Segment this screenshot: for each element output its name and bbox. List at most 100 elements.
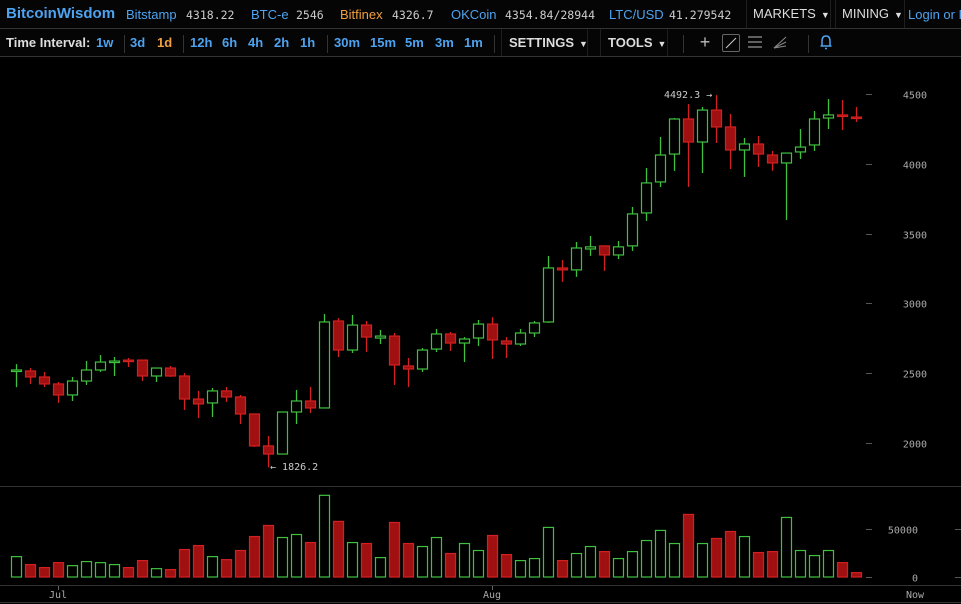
candle xyxy=(836,100,849,131)
interval-3d[interactable]: 3d xyxy=(130,35,146,50)
candle-body xyxy=(766,154,779,164)
candle xyxy=(626,206,639,251)
horizontal-lines-icon[interactable] xyxy=(746,33,764,51)
volume-bar xyxy=(360,542,373,578)
candle-body xyxy=(500,340,513,345)
volume-bar xyxy=(556,560,569,578)
candle xyxy=(528,320,541,338)
price-tick-label: 2500 xyxy=(903,370,927,381)
volume-bar xyxy=(94,562,107,578)
volume-bar xyxy=(570,552,583,578)
candle-body xyxy=(682,118,695,143)
market-ltcusd[interactable]: LTC/USD xyxy=(609,7,664,22)
candle-body xyxy=(752,143,765,155)
candle xyxy=(808,111,821,151)
candle xyxy=(290,389,303,425)
high-value: 4492.3 xyxy=(664,90,700,101)
settings-menu[interactable]: SETTINGS ▼ xyxy=(501,29,588,56)
bell-glyph xyxy=(820,35,832,50)
interval-15m[interactable]: 15m xyxy=(370,35,397,50)
candle-body xyxy=(570,247,583,271)
volume-bar xyxy=(794,549,807,578)
candle-body xyxy=(486,323,499,341)
volume-tick-label: 0 xyxy=(912,574,918,585)
candle-body xyxy=(444,333,457,344)
time-interval-label: Time Interval: xyxy=(6,35,91,50)
candle xyxy=(472,320,485,346)
candle-body xyxy=(24,370,37,378)
candle xyxy=(556,259,569,282)
interval-12h[interactable]: 12h xyxy=(190,35,213,50)
candle xyxy=(654,136,667,187)
volume-bar xyxy=(696,542,709,578)
market-okcoin[interactable]: OKCoin xyxy=(451,7,497,22)
market-bitfinex[interactable]: Bitfinex xyxy=(340,7,383,22)
interval-2h[interactable]: 2h xyxy=(274,35,290,50)
volume-bar xyxy=(66,565,79,578)
interval-1d[interactable]: 1d xyxy=(157,35,173,50)
interval-1m[interactable]: 1m xyxy=(464,35,483,50)
fan-tool-icon[interactable] xyxy=(771,33,789,51)
chevron-down-icon: ▼ xyxy=(820,10,830,20)
volume-bar xyxy=(318,494,331,578)
candle-body xyxy=(654,154,667,183)
candle-body xyxy=(430,333,443,350)
markets-menu[interactable]: MARKETS ▼ xyxy=(746,0,831,28)
interval-1h[interactable]: 1h xyxy=(300,35,316,50)
volume-bar xyxy=(766,550,779,578)
candle-body xyxy=(38,376,51,385)
market-bitstamp[interactable]: Bitstamp xyxy=(126,7,177,22)
interval-1w[interactable]: 1w xyxy=(96,35,114,50)
brand-logo[interactable]: BitcoinWisdom xyxy=(6,5,116,22)
candle-body xyxy=(612,246,625,256)
candle-body xyxy=(738,143,751,151)
crosshair-icon[interactable]: + xyxy=(699,32,711,52)
volume-bar xyxy=(640,539,653,578)
candle xyxy=(276,411,289,455)
login-link[interactable]: Login or R xyxy=(908,7,961,22)
volume-bar xyxy=(122,566,135,578)
candle-body xyxy=(402,365,415,370)
candle-body xyxy=(276,411,289,455)
price-tick-label: 4000 xyxy=(903,161,927,172)
candle-body xyxy=(668,118,681,155)
candle-body xyxy=(556,267,569,271)
candle xyxy=(696,106,709,174)
volume-bar xyxy=(584,545,597,578)
candle xyxy=(360,320,373,352)
line-tool-icon[interactable] xyxy=(722,34,740,52)
candle-body xyxy=(850,116,863,120)
volume-bar xyxy=(416,545,429,578)
candle xyxy=(710,95,723,143)
volume-bar xyxy=(248,535,261,578)
volume-bar xyxy=(304,541,317,578)
candle xyxy=(416,347,429,372)
high-annotation: 4492.3 → xyxy=(664,90,712,101)
candle xyxy=(752,136,765,168)
markets-menu-label: MARKETS xyxy=(753,6,816,21)
bell-icon[interactable] xyxy=(817,33,835,51)
candle xyxy=(570,241,583,277)
candle-body xyxy=(220,390,233,398)
candle-body xyxy=(822,114,835,119)
chart-toolbar: Time Interval: 1w 3d 1d 12h 6h 4h 2h 1h … xyxy=(0,29,961,57)
market-okcoin-price: 4354.84/28944 xyxy=(505,8,596,22)
candle-body xyxy=(360,324,373,338)
tools-menu[interactable]: TOOLS ▼ xyxy=(600,29,668,56)
candle xyxy=(682,104,695,187)
interval-3m[interactable]: 3m xyxy=(435,35,454,50)
market-bitstamp-price: 4318.22 xyxy=(186,8,235,22)
market-btce[interactable]: BTC-e xyxy=(251,7,289,22)
mining-menu[interactable]: MINING ▼ xyxy=(835,0,905,28)
interval-5m[interactable]: 5m xyxy=(405,35,424,50)
candle xyxy=(136,359,149,382)
interval-6h[interactable]: 6h xyxy=(222,35,238,50)
arrow-left-icon: ← xyxy=(270,462,282,473)
volume-bar xyxy=(598,550,611,578)
candle xyxy=(318,314,331,409)
candle-body xyxy=(318,321,331,409)
interval-4h[interactable]: 4h xyxy=(248,35,264,50)
candle-body xyxy=(626,213,639,247)
interval-30m[interactable]: 30m xyxy=(334,35,361,50)
